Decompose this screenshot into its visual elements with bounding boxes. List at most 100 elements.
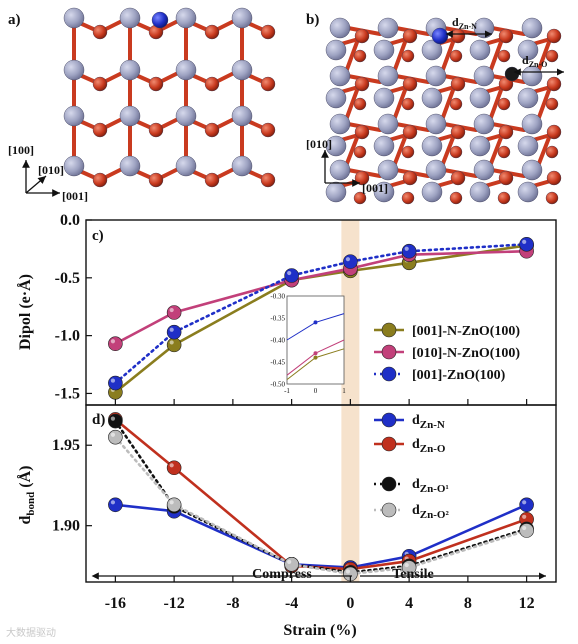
- zn-atom: [63, 105, 85, 127]
- n-atom: [431, 27, 449, 45]
- series-d: [108, 412, 534, 582]
- data-point: [166, 460, 182, 476]
- inset-y-tick-label: -0.30: [270, 293, 285, 301]
- data-point-highlight: [110, 339, 116, 344]
- zn-atom: [373, 87, 395, 109]
- zn-atom: [421, 39, 443, 61]
- o-atom: [353, 97, 367, 111]
- y-tick-label: 1.95: [52, 437, 80, 454]
- o-atom: [354, 124, 370, 140]
- o-atom: [204, 24, 220, 40]
- legend-label: dZn-O²: [412, 503, 449, 521]
- n-atom: [151, 11, 169, 29]
- o-atom: [545, 49, 559, 63]
- data-point: [108, 375, 123, 391]
- legend-swatch: [381, 476, 397, 492]
- zn-atom: [469, 181, 491, 203]
- data-point-highlight: [287, 559, 292, 564]
- legend-swatch: [381, 502, 397, 518]
- series-line: [114, 418, 528, 571]
- inset-point: [313, 320, 318, 325]
- inset-y-tick-label: -0.45: [270, 359, 285, 367]
- legend-swatch: [381, 322, 397, 338]
- data-point-highlight: [345, 569, 351, 574]
- zn-atom: [175, 155, 197, 177]
- data-point: [401, 243, 417, 259]
- series-c: [108, 236, 534, 400]
- o-atom: [148, 122, 164, 138]
- o-atom: [401, 49, 415, 63]
- o-atom: [450, 76, 466, 92]
- zn-atom: [517, 181, 539, 203]
- legend-label: dZn-O: [412, 437, 446, 455]
- o-atom: [92, 76, 108, 92]
- data-point: [108, 413, 123, 429]
- zn-atom: [231, 155, 253, 177]
- zn-atom: [325, 181, 347, 203]
- zn-atom: [175, 105, 197, 127]
- y-axis-title-d: dbond (Å): [16, 466, 37, 525]
- data-point-highlight: [404, 562, 409, 568]
- zn-atom: [63, 155, 85, 177]
- panel-c: c) 0.0-0.5-1.0-1.5 Dipol (e·Å) -0.30-0.3…: [16, 212, 557, 406]
- legend-label: [001]-ZnO(100): [412, 368, 506, 383]
- zn-atom: [373, 39, 395, 61]
- o-atom: [401, 97, 415, 111]
- data-point-highlight: [169, 463, 174, 468]
- legend-swatch: [381, 344, 397, 360]
- o-atom: [545, 97, 559, 111]
- zn-atom: [175, 7, 197, 29]
- zn-atom: [473, 65, 495, 87]
- inset-point: [313, 355, 318, 360]
- zn-atom: [517, 87, 539, 109]
- zn-atom: [119, 59, 141, 81]
- o-atom: [401, 191, 415, 205]
- structure-b: [325, 17, 562, 205]
- data-point-highlight: [522, 525, 527, 531]
- panel-a: a) [100] [010] [001]: [8, 7, 276, 203]
- panel-b-label: b): [306, 12, 319, 28]
- inset-y-tick-label: -0.50: [270, 381, 285, 389]
- data-point-highlight: [522, 500, 527, 505]
- zn-atom: [473, 159, 495, 181]
- o-atom: [260, 172, 276, 188]
- data-point-highlight: [522, 239, 527, 244]
- axis-label-b-010: [010]: [306, 137, 332, 151]
- axis-label-b-001: [001]: [362, 181, 388, 195]
- o-atom: [449, 49, 463, 63]
- o-atom: [450, 170, 466, 186]
- zn-atom: [377, 65, 399, 87]
- o-atom: [546, 124, 562, 140]
- data-point-highlight: [287, 270, 292, 276]
- o-atom: [450, 124, 466, 140]
- axis-label-010: [010]: [38, 163, 64, 177]
- bond-label-zn-n: dZn-N: [452, 15, 477, 31]
- panel-d-label: d): [92, 412, 105, 428]
- zn-atom: [521, 159, 543, 181]
- inset-point: [313, 351, 318, 356]
- zn-atom: [421, 181, 443, 203]
- o-atom: [92, 24, 108, 40]
- zn-atom: [63, 59, 85, 81]
- y-tick-label: -0.5: [55, 270, 80, 287]
- zn-atom: [421, 87, 443, 109]
- x-tick-label: -4: [285, 595, 298, 612]
- zn-atom: [377, 159, 399, 181]
- data-point-highlight: [345, 257, 351, 262]
- o-atom: [354, 28, 370, 44]
- o-atom: [546, 76, 562, 92]
- zn-atom: [329, 17, 351, 39]
- watermark: 大数据驱动: [6, 626, 56, 639]
- panel-c-label: c): [92, 228, 104, 244]
- axis-label-100: [100]: [8, 143, 34, 157]
- inset-x-tick-label: 1: [342, 387, 346, 395]
- legend-swatch: [381, 412, 397, 428]
- data-point: [284, 268, 299, 283]
- o-atom: [260, 122, 276, 138]
- panel-b: b) dZn-N dZn-O [010] [001]: [306, 12, 564, 205]
- o-atom: [498, 28, 514, 44]
- o-atom: [354, 76, 370, 92]
- zn-atom: [231, 7, 253, 29]
- o-atom: [498, 170, 514, 186]
